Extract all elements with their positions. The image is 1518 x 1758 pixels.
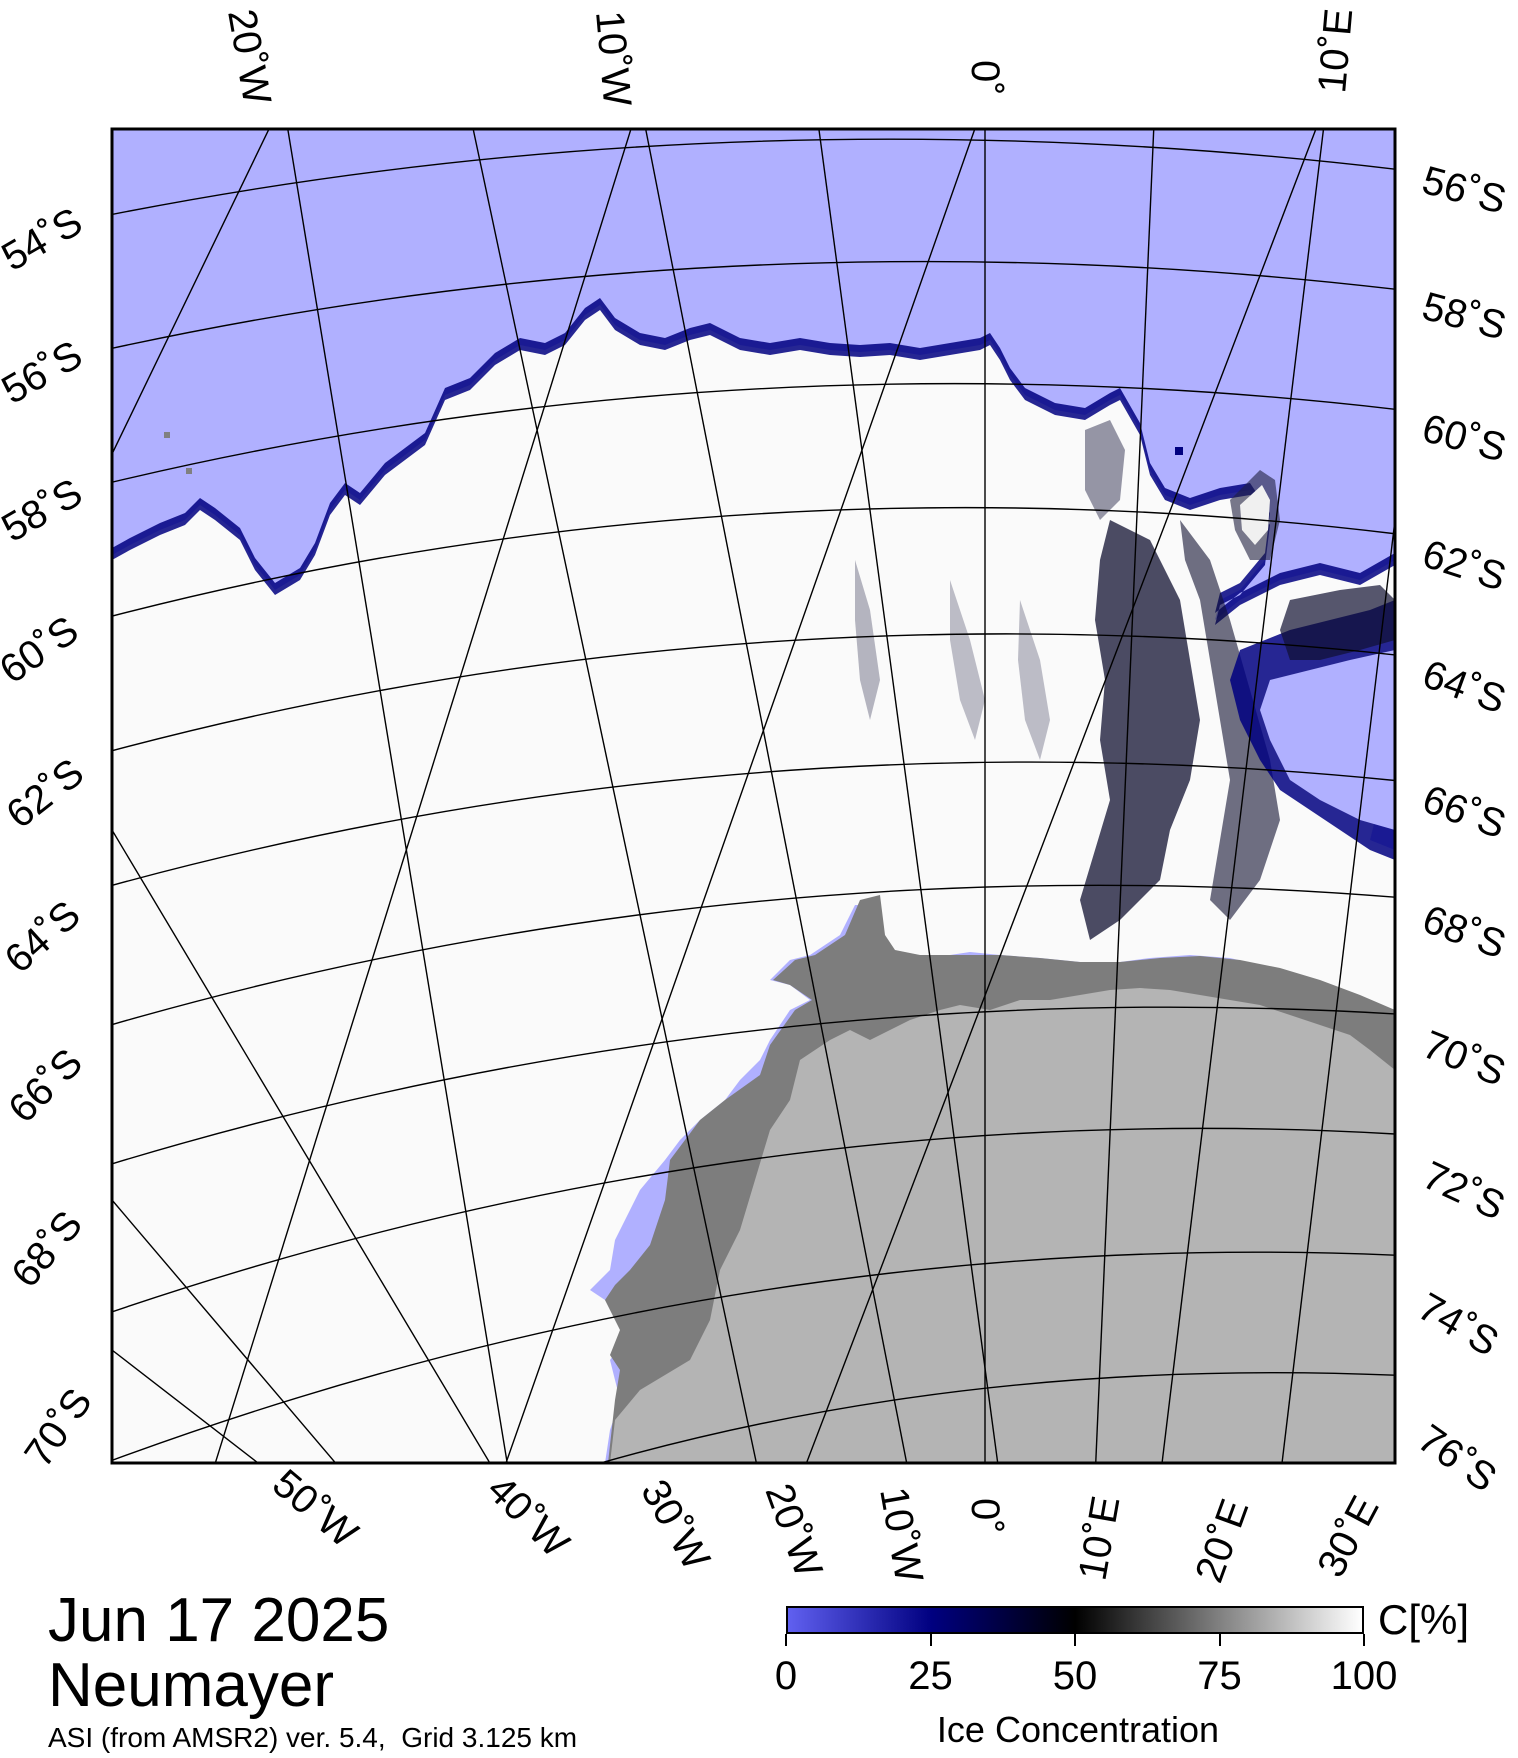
lat-label-left-68s: 68˚S: [3, 1203, 91, 1296]
lat-label-left-62s: 62˚S: [0, 750, 92, 837]
antarctic-land: [610, 988, 1395, 1463]
colorbar: [786, 1606, 1364, 1634]
colorbar-tick-label: 100: [1330, 1654, 1398, 1698]
lon-label-bottom-20e: 20˚E: [1187, 1494, 1257, 1588]
latitude-labels-right: 56˚S 58˚S 60˚S 62˚S 64˚S 66˚S 68˚S 70˚S …: [1410, 158, 1512, 1501]
lon-label-top-10w: 10˚W: [587, 9, 639, 108]
lat-label-left-60s: 60˚S: [0, 608, 86, 693]
lon-label-top-20w: 20˚W: [219, 6, 279, 108]
colorbar-tick-mark: [929, 1634, 932, 1646]
lon-label-bottom-30w: 30˚W: [632, 1473, 718, 1578]
lon-label-top-10e: 10˚E: [1310, 7, 1361, 95]
colorbar-title: Ice Concentration: [936, 1709, 1220, 1750]
colorbar-tick-mark: [1218, 1634, 1221, 1646]
colorbar-tick-label: 25: [908, 1654, 953, 1698]
colorbar-tick-mark: [1363, 1634, 1365, 1646]
colorbar-tick-label: 75: [1197, 1654, 1242, 1698]
sea-ice-map: 20˚W 10˚W 0˚ 10˚E 54˚S 56˚S 58˚S 60˚S 62…: [0, 6, 1512, 1588]
lat-label-left-54s: 54˚S: [0, 199, 90, 279]
map-date: Jun 17 2025: [48, 1586, 390, 1655]
colorbar-tick-mark: [1074, 1634, 1076, 1646]
lat-label-right-74s: 74˚S: [1411, 1285, 1506, 1365]
lat-label-left-70s: 70˚S: [16, 1381, 101, 1475]
lon-label-bottom-10e: 10˚E: [1071, 1493, 1129, 1584]
lon-label-bottom-10w: 10˚W: [871, 1484, 931, 1586]
colorbar-tick-label: 50: [1052, 1654, 1098, 1698]
colorbar-tick-label: 0: [774, 1654, 798, 1698]
colorbar-unit: C[%]: [1378, 1596, 1470, 1643]
lat-label-right-64s: 64˚S: [1417, 652, 1511, 722]
lat-label-left-56s: 56˚S: [0, 332, 90, 412]
lon-label-bottom-20w: 20˚W: [757, 1478, 831, 1583]
lat-label-right-66s: 66˚S: [1417, 777, 1511, 847]
lat-label-right-56s: 56˚S: [1418, 158, 1511, 222]
longitude-labels-top: 20˚W 10˚W 0˚ 10˚E: [219, 6, 1361, 108]
lat-label-right-68s: 68˚S: [1417, 897, 1511, 967]
ice-floe: [186, 468, 192, 474]
marginal-ice-zone: [112, 298, 1395, 940]
longitude-labels-bottom: 50˚W 40˚W 30˚W 20˚W 10˚W 0˚ 10˚E 20˚E 30…: [264, 1461, 1387, 1588]
lon-label-top-0: 0˚: [963, 60, 1007, 96]
lat-label-right-70s: 70˚S: [1417, 1023, 1512, 1095]
lat-label-right-76s: 76˚S: [1410, 1416, 1504, 1501]
latitude-labels-left: 54˚S 56˚S 58˚S 60˚S 62˚S 64˚S 66˚S 68˚S …: [0, 199, 101, 1475]
lat-label-right-62s: 62˚S: [1417, 532, 1511, 600]
sea-ice-area: [112, 305, 1395, 1463]
lat-label-left-66s: 66˚S: [0, 1041, 91, 1132]
colorbar-tick-mark: [785, 1634, 787, 1646]
lat-label-right-72s: 72˚S: [1416, 1153, 1511, 1229]
lat-label-right-60s: 60˚S: [1418, 406, 1511, 470]
ice-floe: [164, 432, 170, 438]
data-source: ASI (from AMSR2) ver. 5.4, Grid 3.125 km: [48, 1722, 578, 1753]
graticule: [112, 129, 1395, 1463]
lon-label-bottom-0: 0˚: [963, 1498, 1007, 1534]
lon-label-bottom-50w: 50˚W: [264, 1461, 366, 1556]
lat-label-left-58s: 58˚S: [0, 470, 90, 550]
map-frame: [110, 127, 1397, 1465]
station-name: Neumayer: [48, 1651, 334, 1720]
lat-label-right-58s: 58˚S: [1418, 284, 1511, 348]
lon-label-bottom-40w: 40˚W: [479, 1467, 578, 1566]
lon-label-bottom-30e: 30˚E: [1309, 1489, 1388, 1584]
lat-label-left-64s: 64˚S: [0, 892, 89, 981]
ice-floe: [1175, 447, 1183, 455]
